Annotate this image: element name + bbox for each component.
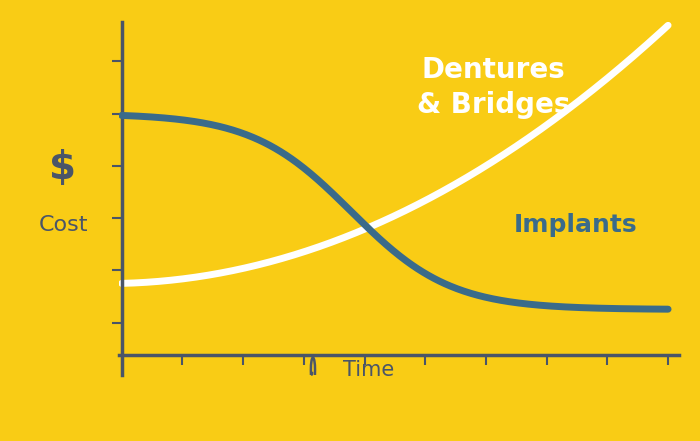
Text: Dentures
& Bridges: Dentures & Bridges — [416, 56, 570, 119]
Text: $: $ — [50, 149, 76, 187]
Text: Implants: Implants — [513, 213, 637, 236]
Text: Cost: Cost — [38, 215, 88, 235]
Text: Time: Time — [343, 360, 394, 380]
